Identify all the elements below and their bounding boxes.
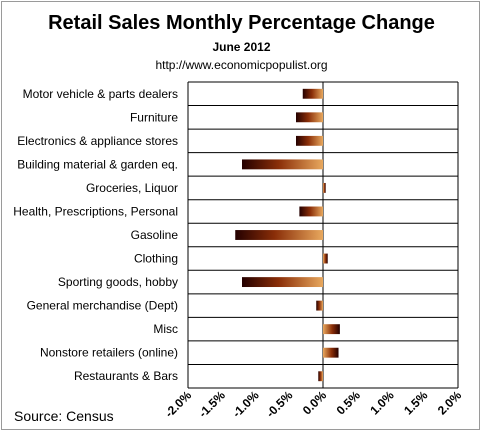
category-label: General merchandise (Dept) — [27, 299, 178, 313]
category-label: Building material & garden eq. — [17, 157, 178, 171]
category-label: Nonstore retailers (online) — [40, 346, 178, 360]
category-label: Sporting goods, hobby — [58, 275, 178, 289]
category-label: Electronics & appliance stores — [17, 134, 178, 148]
x-tick-label: -2.0% — [162, 388, 194, 420]
x-tick-label: -0.5% — [263, 388, 295, 420]
x-tick-label: 1.0% — [367, 388, 396, 417]
category-label: Health, Prescriptions, Personal — [13, 204, 178, 218]
category-label: Clothing — [134, 252, 178, 266]
bar — [235, 230, 323, 240]
bar — [323, 182, 326, 193]
bar — [316, 300, 323, 311]
bar — [323, 324, 340, 335]
x-tick-label: 2.0% — [435, 388, 464, 417]
x-tick-label: -1.0% — [230, 388, 262, 420]
source-note: Source: Census — [14, 408, 114, 424]
x-tick-label: 0.5% — [334, 388, 363, 417]
category-label: Misc — [153, 322, 178, 336]
category-label: Gasoline — [131, 228, 179, 242]
chart-subtitle: June 2012 — [212, 40, 271, 54]
category-label: Motor vehicle & parts dealers — [23, 87, 178, 101]
bar — [296, 135, 323, 146]
category-label: Furniture — [130, 110, 178, 124]
category-label: Groceries, Liquor — [86, 181, 178, 195]
bar — [242, 277, 323, 288]
x-tick-label: 1.5% — [401, 388, 430, 417]
chart-title: Retail Sales Monthly Percentage Change — [48, 12, 435, 34]
bar — [296, 112, 323, 123]
bar — [299, 206, 323, 217]
bar — [318, 371, 323, 382]
bar — [323, 253, 328, 264]
bar — [323, 347, 339, 358]
chart-url: http://www.economicpopulist.org — [155, 58, 328, 72]
bar — [242, 159, 323, 170]
x-tick-label: 0.0% — [300, 388, 329, 417]
category-label: Restaurants & Bars — [74, 369, 178, 383]
bar — [302, 88, 323, 99]
x-tick-label: -1.5% — [196, 388, 228, 420]
